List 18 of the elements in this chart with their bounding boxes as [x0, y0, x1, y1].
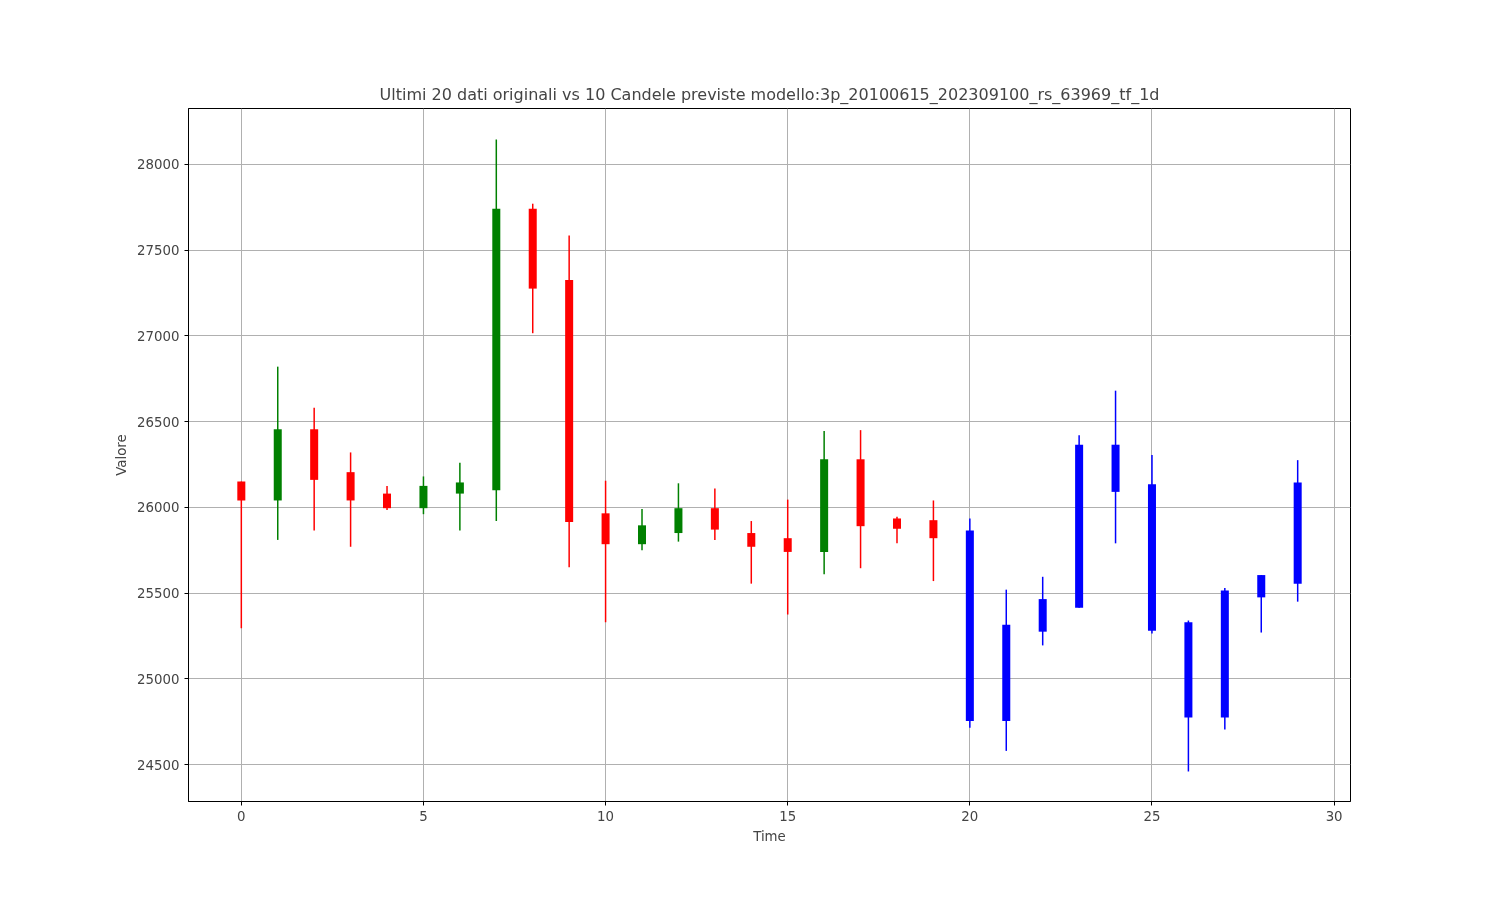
y-tick-label: 27000	[137, 328, 180, 344]
y-tick-label: 27500	[137, 243, 180, 259]
x-tick-label: 0	[237, 808, 246, 824]
y-tick-label: 25500	[137, 586, 180, 602]
chart-title: Ultimi 20 dati originali vs 10 Candele previste modello:3p_20100615_202309100_rs_63969_tf_1d	[379, 84, 1160, 105]
x-tick-label: 15	[779, 808, 797, 824]
x-tick-label: 5	[419, 808, 428, 824]
x-tick-label: 10	[597, 808, 615, 824]
y-axis-title: Valore	[114, 434, 130, 476]
y-tick-label: 24500	[137, 757, 180, 773]
y-tick-label: 26500	[137, 414, 180, 430]
y-tick-label: 26000	[137, 500, 180, 516]
x-axis-title: Time	[752, 828, 786, 844]
x-tick-label: 20	[961, 808, 979, 824]
x-tick-label: 30	[1325, 808, 1343, 824]
y-tick-label: 25000	[137, 671, 180, 687]
y-tick-label: 28000	[137, 157, 180, 173]
x-tick-label: 25	[1143, 808, 1161, 824]
